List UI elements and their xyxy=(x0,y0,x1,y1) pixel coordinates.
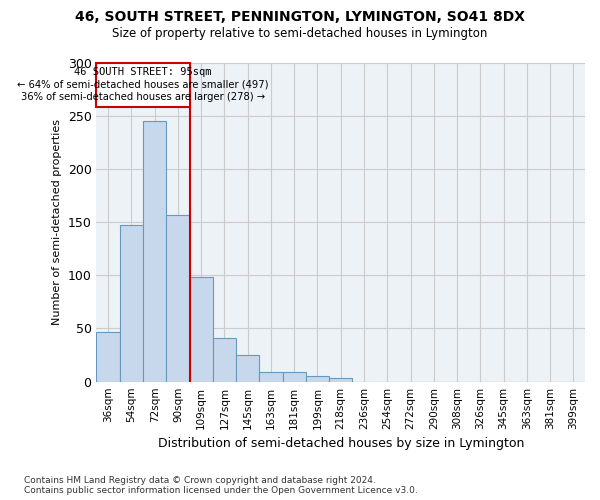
Bar xyxy=(236,355,259,382)
Text: 46, SOUTH STREET, PENNINGTON, LYMINGTON, SO41 8DX: 46, SOUTH STREET, PENNINGTON, LYMINGTON,… xyxy=(75,10,525,24)
Bar xyxy=(166,214,190,382)
X-axis label: Distribution of semi-detached houses by size in Lymington: Distribution of semi-detached houses by … xyxy=(158,437,524,450)
Text: Size of property relative to semi-detached houses in Lymington: Size of property relative to semi-detach… xyxy=(112,28,488,40)
Y-axis label: Number of semi-detached properties: Number of semi-detached properties xyxy=(52,119,62,325)
Text: 46 SOUTH STREET: 95sqm: 46 SOUTH STREET: 95sqm xyxy=(74,68,212,78)
Bar xyxy=(143,121,166,382)
Text: 36% of semi-detached houses are larger (278) →: 36% of semi-detached houses are larger (… xyxy=(21,92,265,102)
Text: Contains HM Land Registry data © Crown copyright and database right 2024.
Contai: Contains HM Land Registry data © Crown c… xyxy=(24,476,418,495)
Bar xyxy=(329,378,352,382)
Bar xyxy=(283,372,306,382)
FancyBboxPatch shape xyxy=(97,62,190,107)
Bar xyxy=(120,226,143,382)
Bar xyxy=(259,372,283,382)
Bar xyxy=(97,332,120,382)
Bar xyxy=(306,376,329,382)
Bar xyxy=(213,338,236,382)
Text: ← 64% of semi-detached houses are smaller (497): ← 64% of semi-detached houses are smalle… xyxy=(17,80,269,90)
Bar xyxy=(190,278,213,382)
